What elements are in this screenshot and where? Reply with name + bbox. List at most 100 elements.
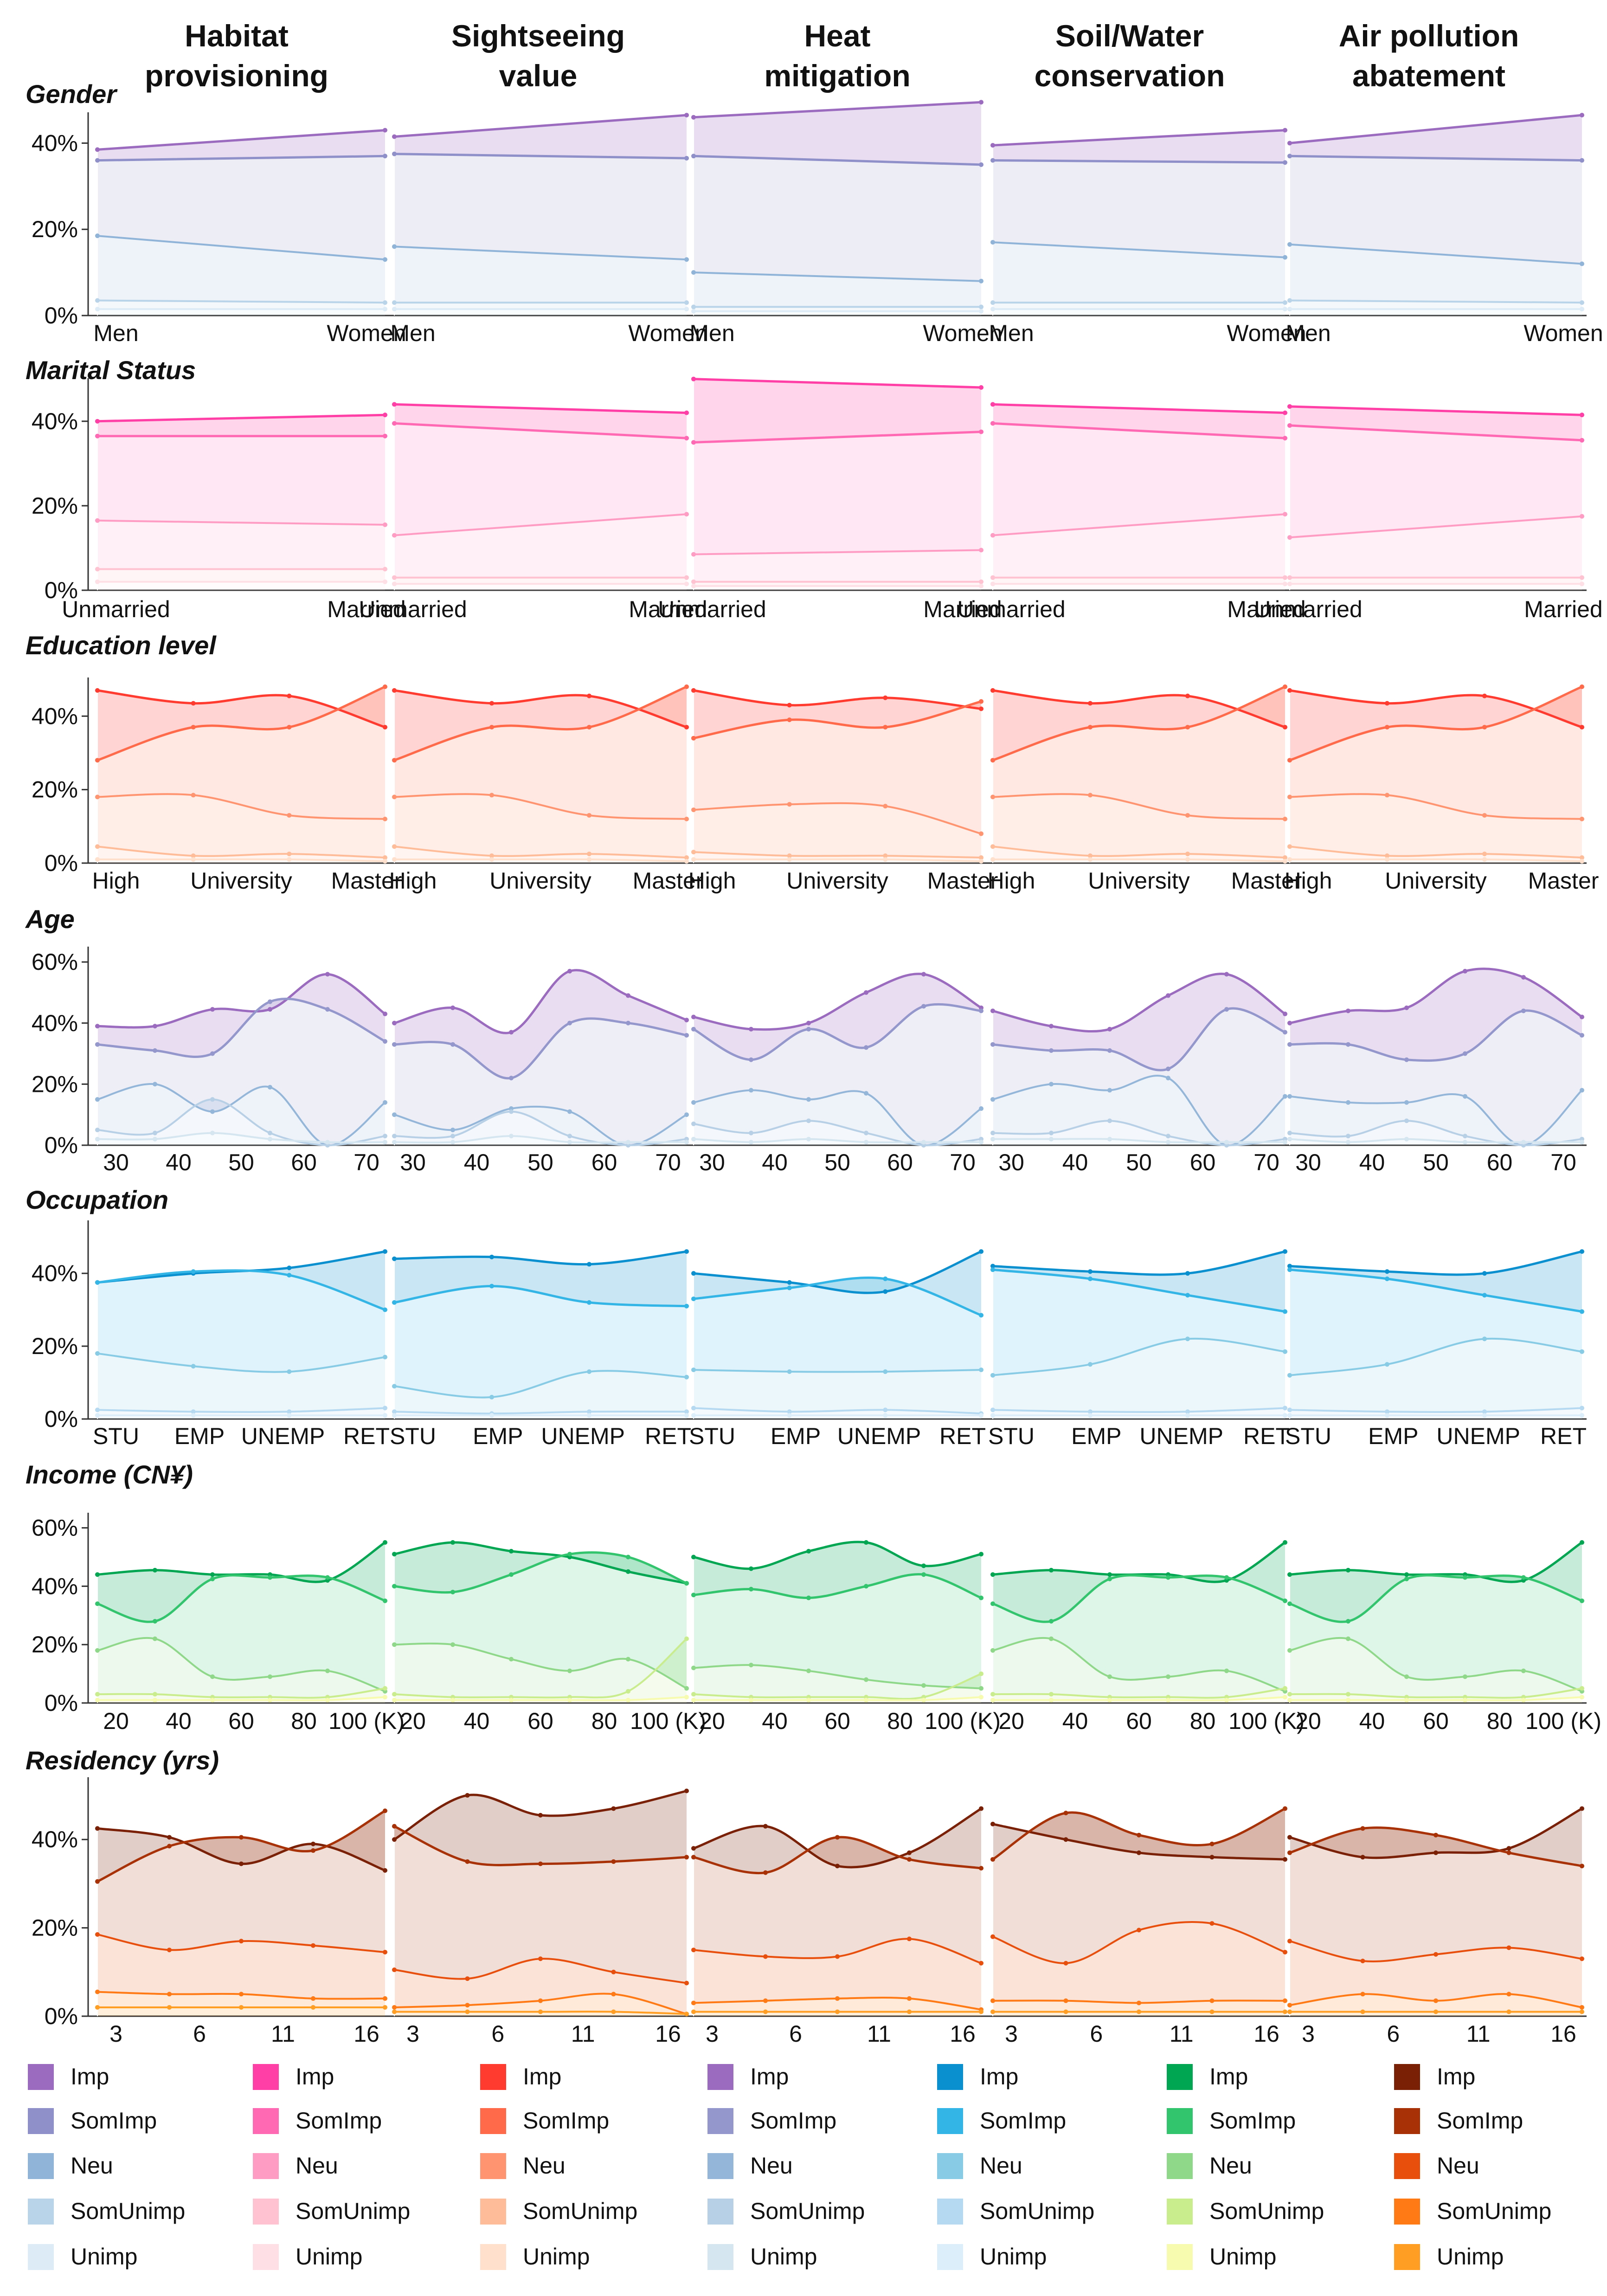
series-line-neu — [393, 1105, 688, 1147]
x-tick-label: Married — [923, 596, 1002, 622]
area-band-somunimp — [97, 1688, 385, 1701]
legend-label-somimp: SomImp — [296, 2108, 382, 2134]
data-point-unimp — [392, 2009, 397, 2014]
data-point-imp — [95, 419, 100, 424]
data-point-imp — [1404, 1572, 1409, 1577]
series-line-somimp — [393, 1017, 688, 1080]
data-point-somunimp — [787, 1409, 792, 1414]
series-line-neu — [693, 549, 982, 555]
data-point-somimp — [1185, 1293, 1190, 1298]
data-point-somimp — [691, 440, 696, 445]
series-line-somimp — [692, 431, 983, 444]
x-tick-label: 40 — [464, 1149, 490, 1175]
data-point-neu — [210, 1674, 215, 1679]
panel-soil-water-conservation: 20 40 60 80 100 (K) — [990, 1540, 1305, 1734]
area-band-imp — [97, 974, 385, 1057]
data-point-somimp — [691, 154, 696, 159]
data-point-somimp — [1287, 423, 1292, 428]
area-band-somunimp — [97, 569, 385, 582]
data-point-somunimp — [1287, 1130, 1292, 1135]
data-point-unimp — [383, 579, 387, 584]
y-tick-label: 40% — [32, 1826, 78, 1852]
data-point-unimp — [392, 1413, 397, 1418]
data-point-somunimp — [1287, 1692, 1292, 1697]
series-line-imp — [1288, 1541, 1583, 1583]
data-point-neu — [1433, 1952, 1438, 1957]
data-point-somunimp — [239, 1992, 244, 1997]
data-point-neu — [95, 518, 100, 523]
data-point-imp — [1063, 1837, 1068, 1842]
area-band-somimp — [97, 999, 385, 1146]
area-band-neu — [97, 520, 385, 569]
data-point-imp — [787, 703, 792, 708]
data-point-neu — [392, 794, 397, 800]
area-band-imp — [1290, 1542, 1582, 1622]
area-band-somimp — [1290, 1270, 1582, 1375]
y-tick-label: 0% — [45, 1690, 78, 1716]
y-tick-label: 60% — [32, 1515, 78, 1541]
series-line-imp — [393, 1541, 688, 1585]
data-point-somunimp — [268, 1130, 272, 1135]
x-tick-label: 100 (K) — [925, 1708, 1001, 1734]
data-point-somunimp — [287, 1409, 292, 1414]
data-point-neu — [392, 1967, 397, 1973]
data-point-neu — [1580, 514, 1584, 519]
x-tick-label: Master — [927, 868, 998, 894]
data-point-somunimp — [691, 2000, 696, 2006]
area-band-somimp — [97, 687, 385, 819]
area-band-somunimp — [993, 1688, 1285, 1701]
data-point-imp — [1185, 1271, 1190, 1276]
data-point-neu — [392, 1384, 397, 1389]
x-tick-label: 60 — [591, 1149, 617, 1175]
data-point-somunimp — [883, 1407, 888, 1412]
data-point-imp — [1107, 1572, 1112, 1577]
series-line-somunimp — [96, 1098, 386, 1147]
data-point-imp — [1385, 701, 1389, 706]
data-point-imp — [392, 1837, 397, 1842]
series-line-imp — [991, 403, 1286, 414]
legend-swatch-unimp — [28, 2244, 54, 2270]
x-tick-label: 50 — [1126, 1149, 1152, 1175]
data-point-somunimp — [1287, 1407, 1292, 1412]
panel-heat-mitigation: 20 40 60 80 100 (K) — [691, 1540, 1001, 1734]
data-point-neu — [1385, 1362, 1389, 1367]
data-point-unimp — [1463, 1140, 1467, 1145]
series-line-neu — [1289, 1089, 1583, 1147]
data-point-neu — [1287, 242, 1292, 247]
data-point-neu — [383, 257, 387, 262]
x-tick-label: 11 — [867, 2021, 891, 2047]
area-band-somimp — [694, 156, 981, 281]
data-point-somunimp — [691, 1692, 696, 1697]
row-title: Education level — [26, 631, 217, 660]
series-line-imp — [692, 689, 983, 710]
x-tick-label: 40 — [166, 1708, 192, 1734]
series-line-somimp — [96, 1269, 386, 1311]
data-point-somunimp — [450, 1134, 455, 1139]
series-line-unimp — [693, 1138, 982, 1143]
area-band-neu — [694, 550, 981, 582]
data-point-somimp — [787, 717, 792, 722]
data-point-unimp — [191, 1413, 196, 1418]
area-band-neu — [97, 236, 385, 303]
y-tick-label: 20% — [32, 1632, 78, 1658]
data-point-somunimp — [691, 579, 696, 584]
legend-label-neu: Neu — [1209, 2153, 1252, 2179]
data-point-unimp — [1166, 1697, 1170, 1703]
data-point-somimp — [567, 1020, 572, 1025]
data-point-somimp — [611, 1859, 616, 1864]
data-point-imp — [1107, 1026, 1112, 1032]
data-point-imp — [1346, 1008, 1350, 1013]
series-line-neu — [96, 1352, 386, 1373]
x-tick-label: High — [92, 868, 140, 894]
data-point-unimp — [684, 859, 689, 864]
data-point-somimp — [1166, 1066, 1170, 1071]
data-point-unimp — [1404, 1697, 1409, 1703]
data-point-somimp — [990, 758, 995, 763]
legend-swatch-imp — [28, 2064, 54, 2090]
data-point-somimp — [990, 1042, 995, 1047]
data-point-imp — [691, 688, 696, 693]
data-point-somunimp — [990, 844, 995, 849]
area-band-somimp — [394, 1552, 687, 1689]
y-tick-label: 40% — [32, 1010, 78, 1036]
data-point-somimp — [1521, 1575, 1526, 1580]
